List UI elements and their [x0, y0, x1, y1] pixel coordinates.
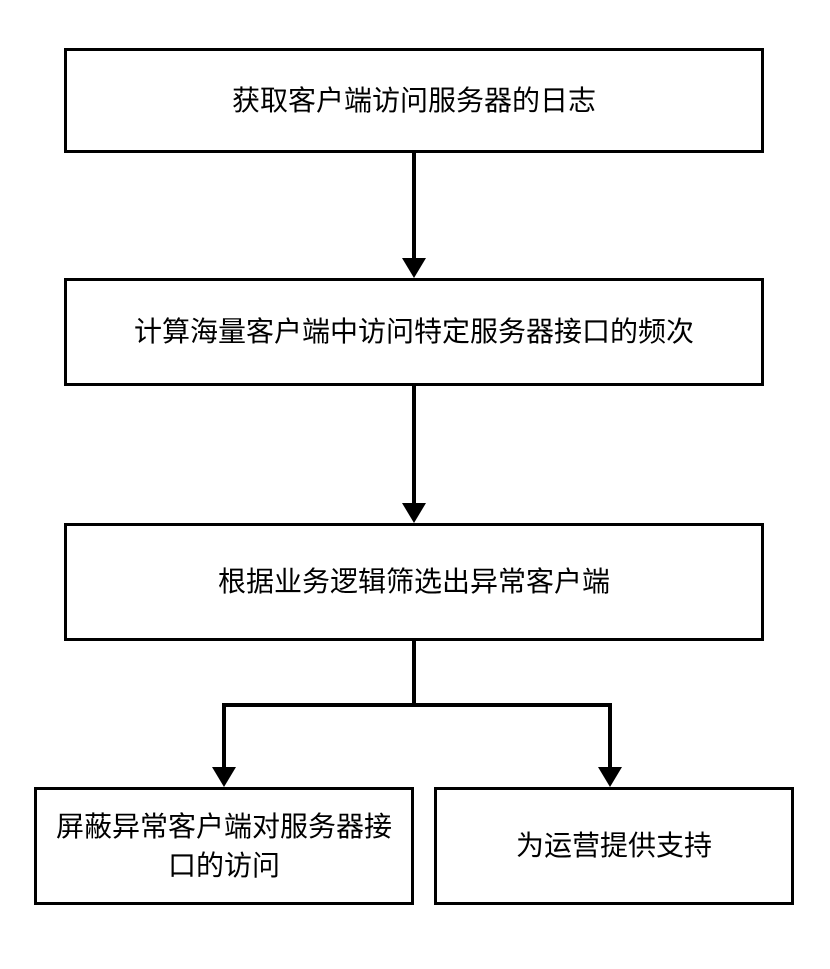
arrow-line — [412, 386, 416, 503]
arrow-head-icon — [212, 767, 236, 787]
arrow-head-icon — [598, 767, 622, 787]
arrow-line — [608, 703, 612, 767]
node-label: 为运营提供支持 — [516, 826, 712, 865]
arrow-head-icon — [402, 258, 426, 278]
flowchart-node-3: 根据业务逻辑筛选出异常客户端 — [64, 523, 764, 641]
node-label: 获取客户端访问服务器的日志 — [232, 81, 596, 120]
node-label: 根据业务逻辑筛选出异常客户端 — [218, 562, 610, 601]
arrow-line — [222, 703, 612, 707]
flowchart-container: 获取客户端访问服务器的日志 计算海量客户端中访问特定服务器接口的频次 根据业务逻… — [0, 0, 830, 969]
node-label: 计算海量客户端中访问特定服务器接口的频次 — [134, 312, 694, 351]
flowchart-node-5: 为运营提供支持 — [434, 787, 794, 905]
flowchart-node-1: 获取客户端访问服务器的日志 — [64, 48, 764, 153]
arrow-line — [222, 703, 226, 767]
flowchart-node-2: 计算海量客户端中访问特定服务器接口的频次 — [64, 278, 764, 386]
node-label: 屏蔽异常客户端对服务器接口的访问 — [47, 807, 401, 885]
flowchart-node-4: 屏蔽异常客户端对服务器接口的访问 — [34, 787, 414, 905]
arrow-line — [412, 153, 416, 258]
arrow-line — [412, 641, 416, 706]
arrow-head-icon — [402, 503, 426, 523]
